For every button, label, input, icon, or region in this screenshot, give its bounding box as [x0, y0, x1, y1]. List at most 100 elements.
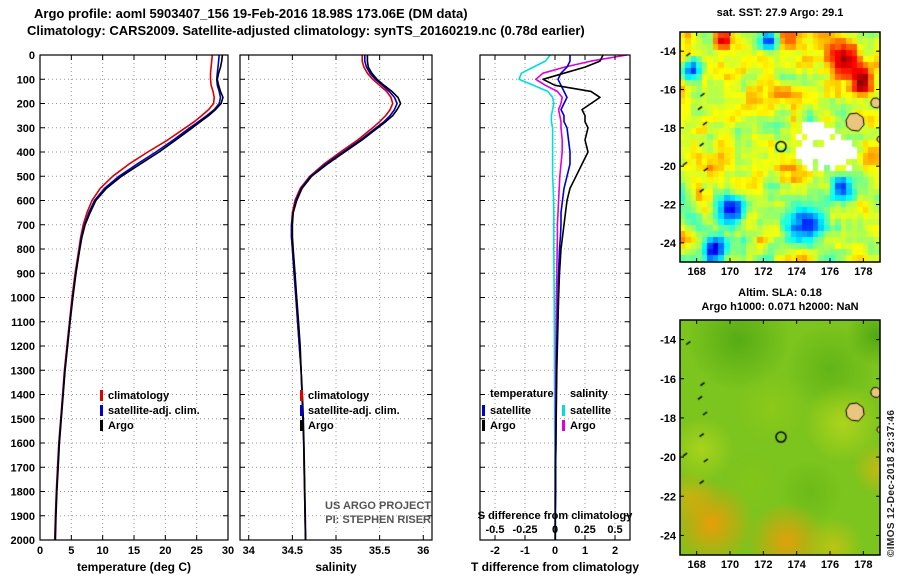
series-diff-Argo — [542, 54, 604, 540]
series-temp-climatology — [53, 54, 215, 541]
x-tick-label: -2 — [490, 545, 500, 557]
legend-line-sample-icon — [100, 420, 103, 431]
s-tick-label: 0.25 — [574, 524, 595, 536]
depth-tick-label: 1300 — [11, 365, 35, 377]
sal-axis-label: salinity — [315, 560, 357, 574]
legend-item: satellite-adj. clim. — [300, 403, 400, 418]
legend-label: Argo — [570, 419, 596, 432]
lon-tick-label: 178 — [854, 266, 872, 278]
x-tick-label: 0 — [37, 545, 43, 557]
lat-tick-label: -22 — [660, 491, 676, 503]
lat-tick-label: -20 — [660, 452, 676, 464]
temperature-legend: climatology satellite-adj. clim. Argo — [100, 388, 200, 433]
legend-line-sample-icon — [100, 390, 103, 401]
depth-tick-label: 0 — [29, 50, 35, 62]
temp-axis-label: temperature (deg C) — [77, 560, 191, 574]
legend-item: Argo — [482, 418, 554, 433]
series-diff-Argo — [534, 54, 628, 541]
lat-tick-label: -20 — [660, 161, 676, 173]
diff-frame — [479, 54, 631, 541]
lat-tick-label: -14 — [660, 335, 677, 347]
lon-tick-label: 176 — [821, 266, 839, 278]
imos-watermark: ©IMOS 12-Dec-2018 23:37:46 — [886, 409, 897, 557]
depth-tick-label: 600 — [17, 196, 35, 208]
series-sal-Argo — [291, 55, 402, 541]
lat-tick-label: -22 — [660, 200, 676, 212]
legend-line-sample-icon — [482, 420, 485, 431]
sst-map-title: sat. SST: 27.9 Argo: 29.1 — [716, 7, 844, 19]
depth-tick-label: 400 — [17, 147, 35, 159]
lon-tick-label: 178 — [854, 559, 872, 571]
lat-tick-label: -16 — [660, 85, 676, 97]
x-tick-label: 15 — [128, 545, 140, 557]
series-sal-satellite-adj-clim- — [290, 55, 398, 541]
series-diff-satellite — [518, 54, 556, 540]
x-tick-label: 20 — [159, 545, 171, 557]
legend-label: Argo — [490, 419, 516, 432]
project-note-line2: PI: STEPHEN RISER — [325, 514, 431, 526]
depth-tick-label: 200 — [17, 99, 35, 111]
temp-frame — [39, 54, 229, 541]
sal-frame — [239, 54, 433, 541]
depth-tick-label: 700 — [17, 220, 35, 232]
sla-map-title-line2: Argo h1000: 0.071 h2000: NaN — [701, 301, 859, 313]
x-tick-label: 2 — [612, 545, 618, 557]
salinity-legend: climatology satellite-adj. clim. Argo — [300, 388, 400, 433]
sal-panel: 34 34.5 35 35.5 36 salinity — [239, 54, 433, 574]
s-tick-label: 0.5 — [607, 524, 622, 536]
x-tick-label: 5 — [68, 545, 74, 557]
figure-title-line1: Argo profile: aoml 5903407_156 19-Feb-20… — [34, 6, 468, 21]
series-sal-climatology — [290, 55, 394, 541]
legend-label: climatology — [308, 389, 370, 402]
legend-line-sample-icon — [300, 420, 303, 431]
lon-tick-label: 174 — [787, 559, 806, 571]
depth-tick-label: 1900 — [11, 511, 35, 523]
depth-tick-label: 900 — [17, 268, 35, 280]
x-tick-label: 35.5 — [369, 545, 390, 557]
diff-panel: -2 -1 0 1 2 T difference from climatology S di… — [471, 54, 639, 574]
depth-tick-label: 1600 — [11, 438, 35, 450]
legend-label: Argo — [108, 419, 134, 432]
x-tick-label: 30 — [222, 545, 234, 557]
lon-tick-label: 168 — [687, 559, 705, 571]
legend-item: satellite — [562, 403, 611, 418]
series-temp-Argo — [54, 54, 224, 541]
legend-line-sample-icon — [300, 390, 303, 401]
legend-line-sample-icon — [562, 420, 565, 431]
legend-item: Argo — [300, 418, 400, 433]
depth-tick-label: 1000 — [11, 293, 35, 305]
legend-line-sample-icon — [300, 405, 303, 416]
s-tick-label: -0.5 — [486, 524, 505, 536]
legend-item: satellite — [482, 403, 554, 418]
legend-item: climatology — [300, 388, 400, 403]
lat-tick-label: -24 — [660, 530, 677, 542]
legend-label: satellite-adj. clim. — [308, 404, 400, 417]
difference-legend-temperature: temperature satellite Argo — [482, 388, 554, 433]
legend-label: satellite-adj. clim. — [108, 404, 200, 417]
sla-map-image — [680, 320, 880, 555]
figure-title-line2: Climatology: CARS2009. Satellite-adjuste… — [27, 23, 585, 38]
lat-tick-label: -16 — [660, 374, 676, 386]
legend-label: satellite — [570, 404, 611, 417]
project-note: US ARGO PROJECT PI: STEPHEN RISER — [250, 499, 431, 527]
depth-tick-label: 1500 — [11, 414, 35, 426]
lon-tick-label: 170 — [721, 559, 739, 571]
x-tick-label: 0 — [552, 545, 558, 557]
legend-header: salinity — [570, 388, 608, 400]
x-tick-label: 35 — [330, 545, 342, 557]
legend-item: climatology — [100, 388, 200, 403]
lon-tick-label: 174 — [787, 266, 806, 278]
x-tick-label: 36 — [417, 545, 429, 557]
depth-tick-label: 1700 — [11, 462, 35, 474]
temp-panel: 0 5 10 15 20 25 300100200300400500600700800900… — [11, 50, 235, 574]
lon-tick-label: 170 — [721, 266, 739, 278]
lon-tick-label: 172 — [754, 266, 772, 278]
x-tick-label: 1 — [582, 545, 588, 557]
s-axis-note: S difference from climatology — [478, 510, 634, 522]
difference-legend-salinity: salinity satellite Argo — [562, 388, 611, 433]
sst-map-image — [680, 32, 880, 262]
depth-tick-label: 2000 — [11, 535, 35, 547]
series-temp-satellite-adj-clim- — [54, 54, 222, 541]
depth-tick-label: 300 — [17, 123, 35, 135]
lat-tick-label: -18 — [660, 413, 676, 425]
